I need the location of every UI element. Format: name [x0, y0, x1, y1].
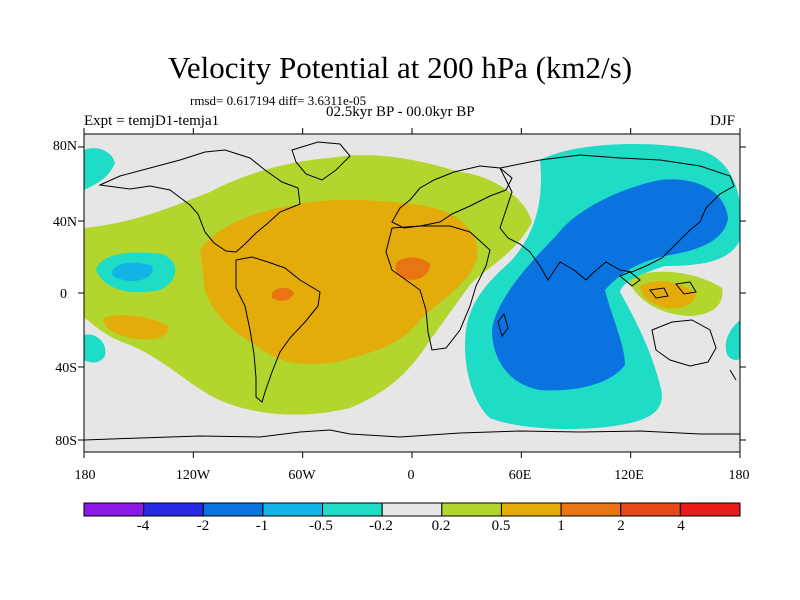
colorbar-label: 4: [677, 518, 685, 534]
field-negative-pacific-east-core: [111, 262, 153, 282]
colorbar-box: [560, 502, 622, 517]
lat-label-eq: 0: [60, 287, 67, 302]
colorbar: [83, 502, 741, 517]
coast-greenland: [291, 141, 351, 181]
field-positive-pacific: [103, 315, 169, 340]
coast-asia: [499, 154, 735, 281]
coast-south-america: [235, 256, 321, 403]
experiment-label: Expt = temjD1-temja1: [84, 113, 220, 129]
field-positive-west-pacific-core: [640, 281, 696, 309]
lat-label-40s: 40S: [55, 361, 77, 376]
colorbar-box: [679, 502, 741, 517]
coast-islands: [619, 271, 737, 381]
axis-ticks: [78, 128, 746, 458]
stats-line: rmsd= 0.617194 diff= 3.6311e-05: [190, 93, 367, 108]
lon-label-180e: 180: [728, 468, 750, 483]
coast-africa: [385, 225, 491, 351]
colorbar-label: -1: [255, 518, 269, 534]
field-negative-0.5: [492, 179, 728, 391]
colorbar-box: [441, 502, 502, 517]
lat-label-40n: 40N: [52, 215, 77, 230]
colorbar-box: [500, 502, 562, 517]
colorbar-label: -0.2: [369, 518, 393, 534]
lon-label-0: 0: [407, 468, 415, 483]
coast-madagascar: [497, 312, 509, 338]
map-area: [84, 134, 740, 452]
lon-label-60w: 60W: [288, 468, 316, 483]
field-negative-corner-sw: [84, 334, 106, 363]
colorbar-box: [83, 502, 145, 517]
colorbar-label: 1: [557, 518, 565, 534]
colorbar-label: 2: [617, 518, 625, 534]
colorbar-label: 0.2: [431, 518, 451, 534]
colorbar-box: [262, 502, 324, 517]
lon-label-180w: 180: [74, 468, 96, 483]
lat-label-80s: 80S: [55, 434, 77, 449]
colorbar-box: [381, 502, 443, 517]
colorbar-box: [202, 502, 264, 517]
field-negative-corner-nw: [84, 148, 115, 190]
colorbar-box: [322, 502, 383, 517]
colorbar-label: -4: [136, 518, 150, 534]
plot-title: Velocity Potential at 200 hPa (km2/s): [167, 50, 633, 85]
lon-label-120w: 120W: [175, 468, 211, 483]
coastlines: [84, 141, 740, 441]
coast-north-america: [98, 149, 301, 253]
period-label: 02.5kyr BP - 00.0kyr BP: [326, 104, 475, 120]
season-label: DJF: [710, 113, 736, 129]
lon-label-60e: 60E: [508, 468, 532, 483]
colorbar-box: [620, 502, 681, 517]
coast-europe: [391, 165, 513, 229]
field-positive-1b: [395, 257, 430, 280]
colorbar-label: -2: [196, 518, 210, 534]
lon-label-120e: 120E: [614, 468, 644, 483]
coast-antarctica: [84, 429, 740, 441]
colorbar-label: 0.5: [491, 518, 511, 534]
colorbar-box: [143, 502, 204, 517]
colorbar-label: -0.5: [309, 518, 333, 534]
coast-australia: [651, 319, 717, 367]
field-positive-1: [272, 287, 294, 301]
field-positive-0.5: [200, 199, 478, 365]
field-negative-corner-se: [725, 320, 740, 360]
lat-label-80n: 80N: [52, 139, 77, 154]
